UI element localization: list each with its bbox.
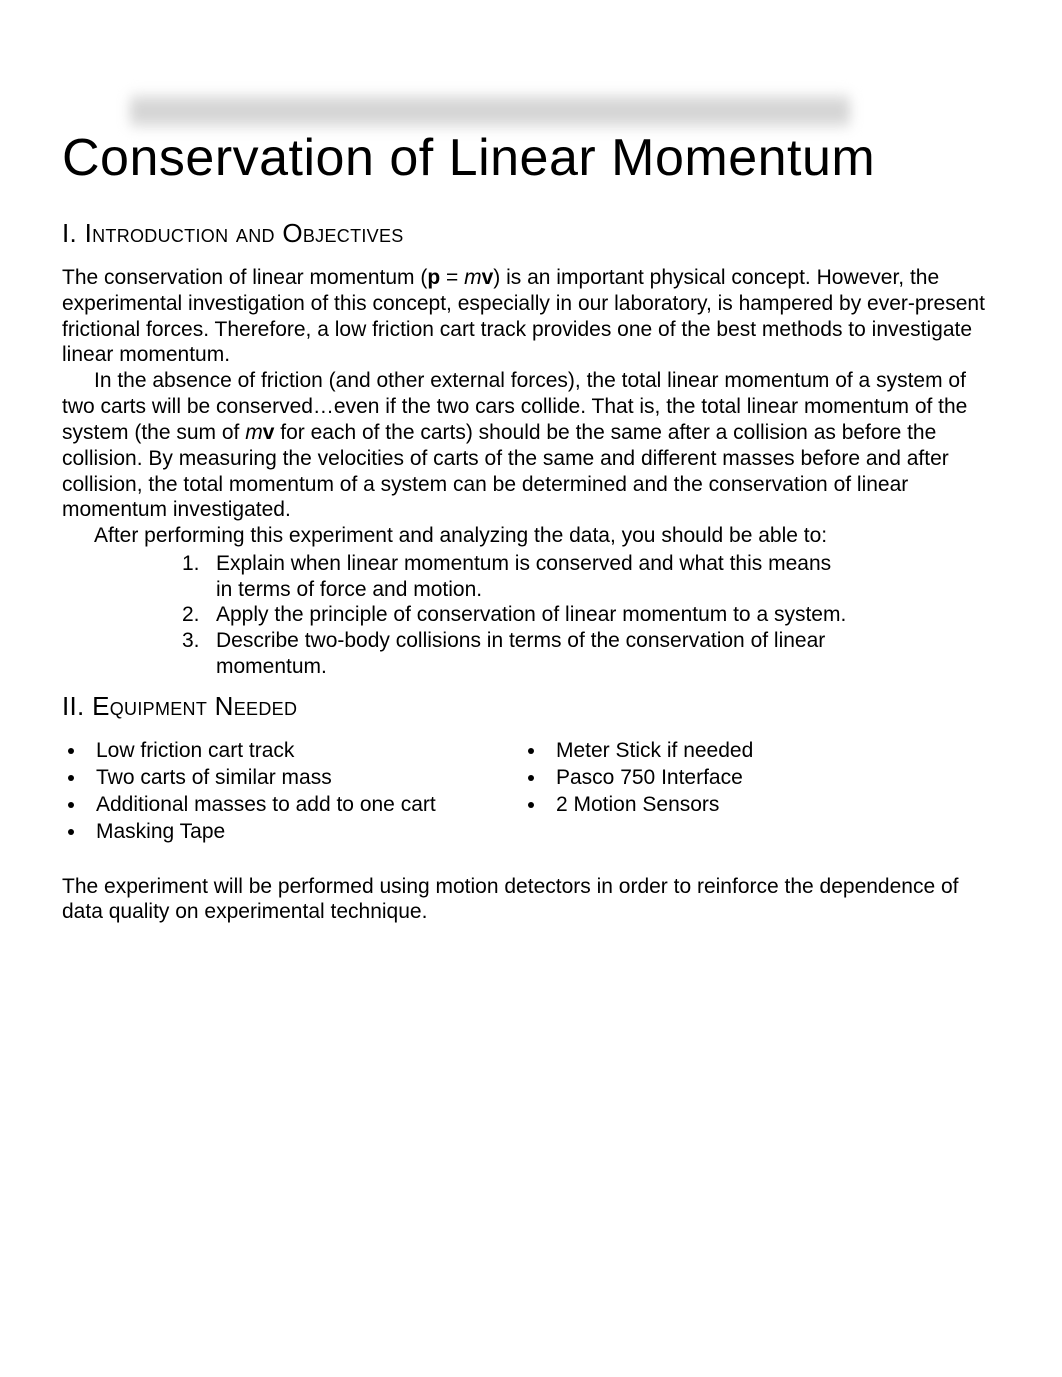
section-1-heading: I. Introduction and Objectives	[62, 218, 1000, 249]
closing-paragraph: The experiment will be performed using m…	[62, 874, 1000, 925]
equipment-column-left: Low friction cart track Two carts of sim…	[62, 738, 522, 846]
bullet-icon	[528, 775, 534, 781]
objective-number: 2.	[182, 602, 200, 628]
equipment-label: Additional masses to add to one cart	[96, 792, 436, 819]
intro-paragraph-2: In the absence of friction (and other ex…	[62, 368, 1000, 523]
p1-var-v: v	[482, 266, 494, 289]
equipment-label: Two carts of similar mass	[96, 765, 332, 792]
equipment-label: 2 Motion Sensors	[556, 792, 719, 819]
equipment-item: Low friction cart track	[62, 738, 522, 765]
objective-text: Explain when linear momentum is conserve…	[216, 552, 831, 601]
equipment-label: Low friction cart track	[96, 738, 294, 765]
p2-var-m: m	[245, 421, 263, 444]
objective-text: Apply the principle of conservation of l…	[216, 603, 846, 626]
objective-text: Describe two-body collisions in terms of…	[216, 629, 825, 678]
p2-var-v: v	[263, 421, 275, 444]
equipment-item: Two carts of similar mass	[62, 765, 522, 792]
bullet-icon	[68, 748, 74, 754]
p1-var-m: m	[464, 266, 482, 289]
equipment-item: Additional masses to add to one cart	[62, 792, 522, 819]
equipment-label: Meter Stick if needed	[556, 738, 753, 765]
bullet-icon	[528, 802, 534, 808]
equipment-column-right: Meter Stick if needed Pasco 750 Interfac…	[522, 738, 753, 846]
equipment-label: Pasco 750 Interface	[556, 765, 743, 792]
header-blur-bar	[130, 94, 850, 128]
objective-item-1: 1. Explain when linear momentum is conser…	[182, 551, 1000, 602]
bullet-icon	[68, 775, 74, 781]
equipment-item: Pasco 750 Interface	[522, 765, 753, 792]
objective-item-3: 3. Describe two-body collisions in terms …	[182, 628, 1000, 679]
bullet-icon	[68, 829, 74, 835]
p1-text-c: =	[440, 266, 464, 289]
p1-text-a: The conservation of linear momentum (	[62, 266, 427, 289]
section-2-heading: II. Equipment Needed	[62, 691, 1000, 722]
objectives-list: 1. Explain when linear momentum is conser…	[62, 551, 1000, 679]
equipment-label: Masking Tape	[96, 819, 225, 846]
intro-paragraph-1: The conservation of linear momentum (p =…	[62, 265, 1000, 368]
bullet-icon	[528, 748, 534, 754]
objective-number: 3.	[182, 628, 200, 654]
equipment-item: 2 Motion Sensors	[522, 792, 753, 819]
objective-number: 1.	[182, 551, 200, 577]
document-title: Conservation of Linear Momentum	[62, 128, 1000, 188]
objective-item-2: 2. Apply the principle of conservation of…	[182, 602, 1000, 628]
equipment-item: Masking Tape	[62, 819, 522, 846]
equipment-columns: Low friction cart track Two carts of sim…	[62, 738, 1000, 846]
equipment-item: Meter Stick if needed	[522, 738, 753, 765]
bullet-icon	[68, 802, 74, 808]
objectives-intro: After performing this experiment and ana…	[62, 523, 1000, 549]
p1-var-p: p	[427, 266, 440, 289]
